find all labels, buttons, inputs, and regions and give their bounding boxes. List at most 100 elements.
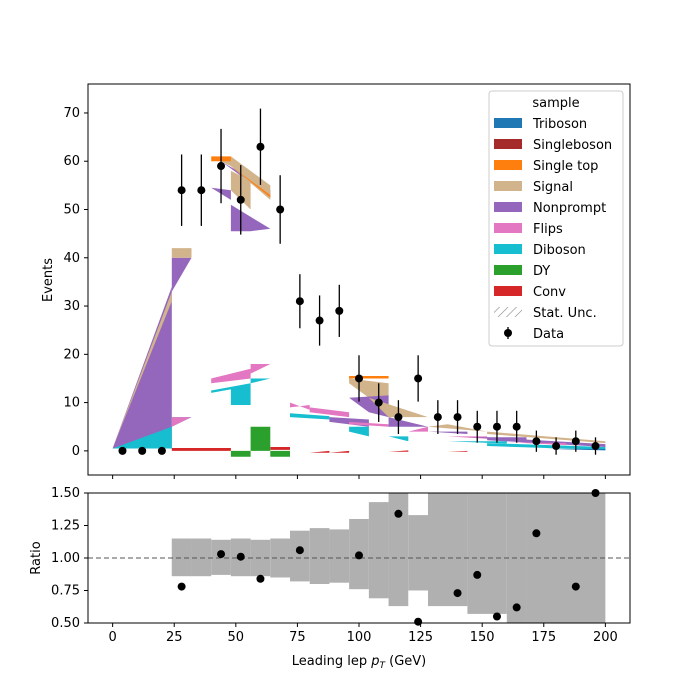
ratio-point [532, 529, 541, 538]
stack-segment-nonprompt [112, 286, 172, 449]
legend-swatch-stat-unc- [494, 307, 522, 317]
legend-swatch-conv [494, 286, 522, 296]
data-point [552, 442, 561, 451]
data-point [532, 437, 541, 446]
x-axis-label-subscript: T [379, 661, 386, 671]
x-axis-label: Leading lep pT (GeV) [292, 654, 426, 671]
x-tick-label: 25 [166, 630, 183, 645]
legend-label-conv: Conv [533, 285, 566, 300]
stack-segment-diboson [290, 413, 330, 420]
stack-segment-conv [388, 450, 409, 452]
stack-segment-flips [349, 421, 389, 427]
legend-frame [488, 90, 624, 347]
y-tick-label: 40 [63, 251, 80, 266]
data-point [355, 374, 363, 383]
y-tick-label: 0 [72, 444, 80, 459]
ratio-uncertainty-bin [171, 538, 192, 577]
stack-segment-diboson [447, 441, 507, 444]
ratio-uncertainty-bin [191, 538, 212, 577]
legend-swatch-flips [494, 223, 522, 233]
x-tick-label: 125 [408, 630, 433, 645]
legend-label-stat-unc-: Stat. Unc. [533, 306, 597, 321]
legend-marker-data [504, 329, 512, 337]
data-point [315, 316, 324, 325]
stack-segment-dy [230, 450, 251, 457]
ratio-uncertainty-bin [408, 515, 428, 591]
stack-segment-dy [270, 450, 290, 457]
legend-label-triboson: Triboson [532, 117, 587, 132]
stack-segment-diboson [112, 426, 172, 449]
data-point [414, 374, 423, 383]
legend-label-singleboson: Singleboson [533, 138, 612, 153]
ratio-y-tick-label: 1.25 [51, 519, 80, 534]
x-tick-label: 0 [108, 630, 116, 645]
legend-label-signal: Signal [533, 180, 573, 195]
ratio-y-axis-label: Ratio [29, 541, 44, 574]
legend: sample Triboson Singleboson Single top Sign… [488, 90, 624, 347]
legend-entries: Triboson Singleboson Single top Signal Nonpr… [494, 117, 612, 342]
stack-segment-conv [447, 450, 468, 452]
x-axis-label-text: Leading lep [292, 654, 371, 669]
ratio-y-tick-label: 0.75 [51, 584, 80, 599]
data-point [473, 422, 482, 431]
ratio-uncertainty-bin [388, 493, 409, 607]
ratio-point [571, 582, 580, 591]
data-point [177, 186, 186, 195]
x-tick-label: 150 [470, 630, 495, 645]
ratio-uncertainty-bin [329, 529, 350, 583]
main-x-ticks [112, 475, 606, 479]
y-tick-label: 20 [63, 347, 80, 362]
data-points-layer [118, 108, 600, 455]
stack-segment-diboson [211, 383, 251, 393]
stack-segment-diboson [250, 378, 271, 384]
legend-label-flips: Flips [533, 222, 563, 237]
y-tick-label: 50 [63, 203, 80, 218]
main-y-ticks: 0 10 20 30 40 50 60 70 [63, 106, 88, 459]
stack-segment-diboson [230, 385, 251, 405]
ratio-point [492, 612, 501, 621]
x-tick-label: 200 [593, 630, 618, 645]
stack-segment-flips [408, 426, 428, 432]
legend-swatch-dy [494, 265, 522, 275]
legend-swatch-triboson [494, 118, 522, 128]
stack-segment-conv [270, 447, 290, 450]
data-point [256, 142, 265, 151]
ratio-y-ticks: 0.50 0.75 1.00 1.25 1.50 [51, 486, 88, 631]
ratio-panel: 0.50 0.75 1.00 1.25 1.50 0 25 50 75 100 125 150 175… [29, 486, 631, 671]
legend-label-single-top: Single top [533, 159, 598, 174]
y-tick-label: 60 [63, 154, 80, 169]
data-point [335, 306, 344, 315]
legend-label-diboson: Diboson [533, 243, 586, 258]
ratio-points-layer [177, 489, 600, 626]
data-point [512, 422, 521, 431]
data-point [236, 195, 245, 204]
x-tick-label: 175 [531, 630, 556, 645]
x-axis-label-p: p [370, 654, 379, 669]
legend-label-data: Data [533, 327, 564, 342]
data-point [295, 297, 304, 306]
x-tick-label: 75 [289, 630, 306, 645]
x-tick-label: 100 [347, 630, 372, 645]
legend-swatch-single-top [494, 160, 522, 170]
data-point [138, 446, 147, 455]
stack-segment-dy [250, 426, 271, 451]
ratio-y-tick-label: 1.00 [51, 551, 80, 566]
stack-segment-nonprompt [171, 257, 192, 449]
ratio-point [217, 550, 226, 559]
ratio-uncertainty-bin [467, 493, 507, 614]
x-tick-label: 50 [228, 630, 245, 645]
data-point [374, 398, 383, 407]
stack-segment-flips [290, 402, 310, 410]
data-point [157, 446, 166, 455]
ratio-point [453, 589, 462, 598]
y-tick-label: 10 [63, 396, 80, 411]
ratio-point [177, 582, 186, 591]
legend-swatch-singleboson [494, 139, 522, 149]
ratio-uncertainty-bin [309, 528, 330, 584]
data-point [591, 442, 600, 451]
main-y-axis-label: Events [41, 258, 56, 302]
stack-segment-flips [171, 417, 192, 427]
stack-segment-conv [329, 450, 350, 453]
data-point [394, 413, 403, 422]
data-point [276, 205, 285, 214]
